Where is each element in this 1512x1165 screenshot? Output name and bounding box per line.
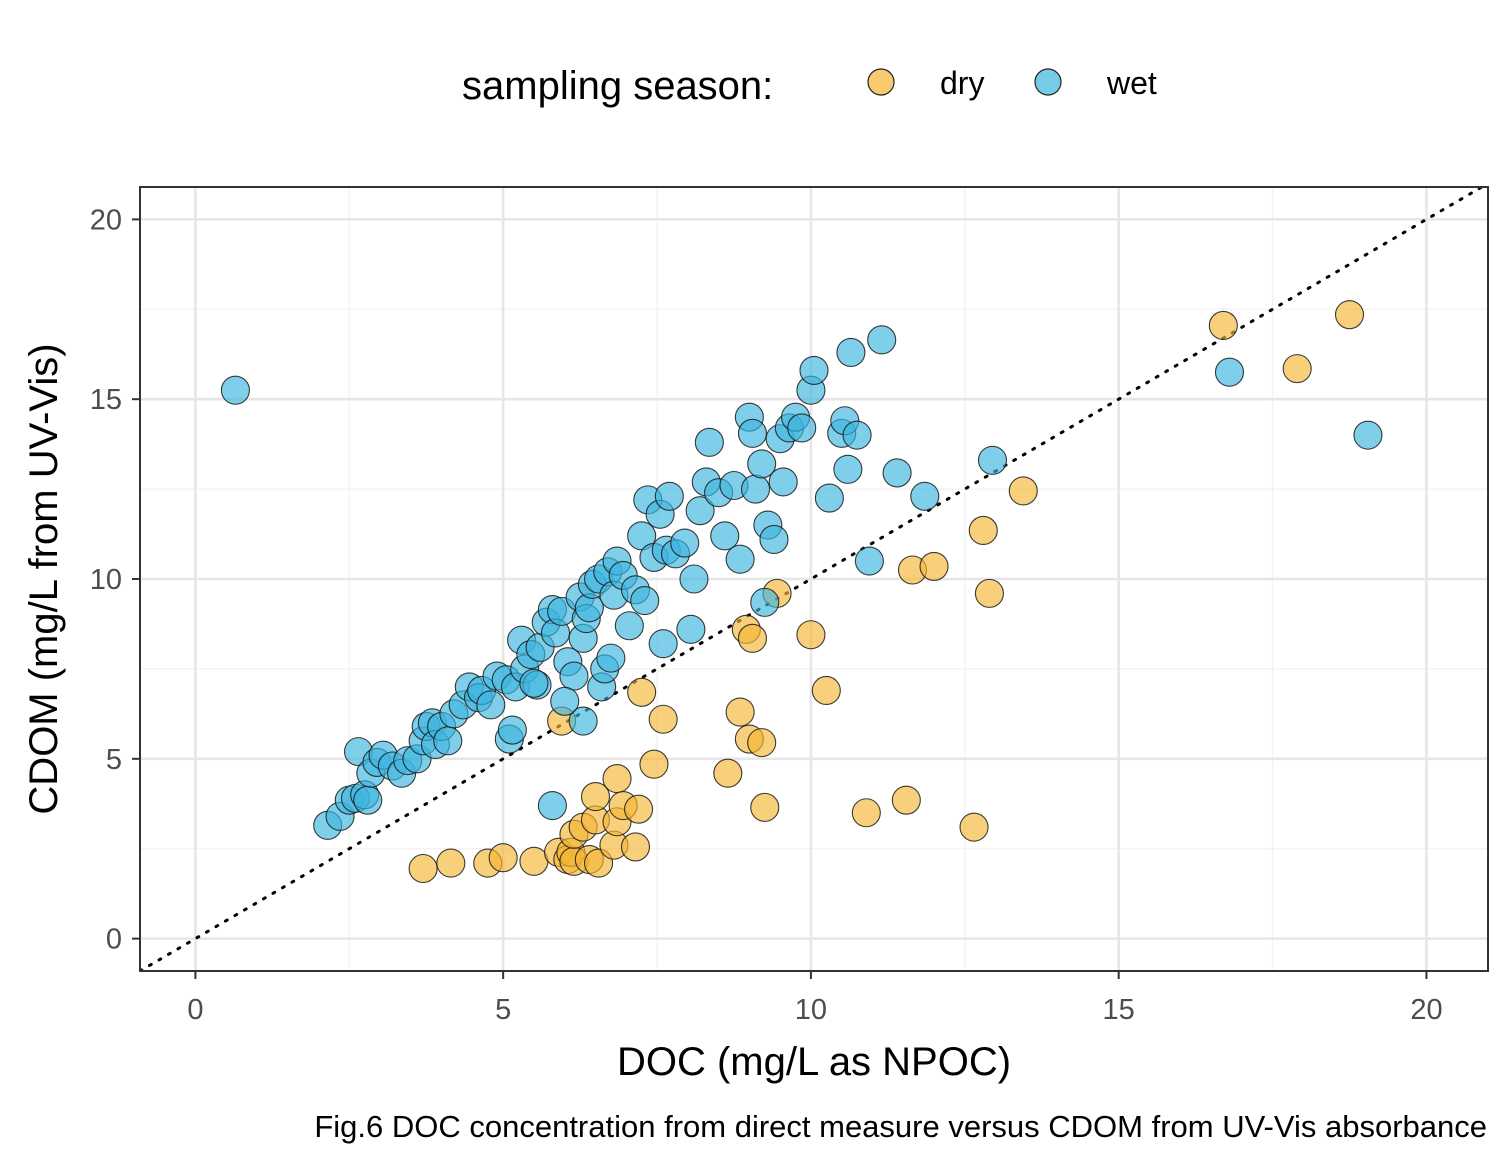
point-dry bbox=[639, 749, 669, 779]
x-tick-label: 10 bbox=[795, 994, 827, 1026]
point-dry bbox=[891, 785, 921, 815]
point-wet bbox=[750, 587, 780, 617]
point-wet bbox=[433, 726, 463, 756]
point-wet bbox=[737, 418, 767, 448]
point-wet bbox=[654, 481, 684, 511]
y-axis-title: CDOM (mg/L from UV-Vis) bbox=[22, 343, 66, 814]
legend: sampling season: dry wet bbox=[462, 64, 1157, 108]
point-dry bbox=[602, 764, 632, 794]
point-wet bbox=[559, 661, 589, 691]
point-wet bbox=[685, 496, 715, 526]
point-wet bbox=[867, 325, 897, 355]
data-points bbox=[220, 300, 1383, 884]
point-dry bbox=[624, 794, 654, 824]
x-tick-label: 20 bbox=[1410, 994, 1442, 1026]
point-dry bbox=[959, 812, 989, 842]
point-wet bbox=[833, 454, 863, 484]
y-tick-label: 10 bbox=[90, 564, 122, 596]
point-wet bbox=[768, 467, 798, 497]
x-axis-ticks: 0 5 10 15 20 bbox=[187, 971, 1443, 1026]
point-wet bbox=[679, 564, 709, 594]
point-wet bbox=[519, 668, 549, 698]
point-wet bbox=[710, 521, 740, 551]
point-wet bbox=[694, 427, 724, 457]
x-tick-label: 0 bbox=[187, 994, 203, 1026]
grid-major bbox=[140, 187, 1488, 971]
point-wet bbox=[740, 474, 771, 504]
legend-label-wet: wet bbox=[1106, 65, 1157, 101]
point-dry bbox=[580, 782, 611, 812]
point-wet bbox=[977, 445, 1008, 475]
point-dry bbox=[737, 623, 767, 653]
point-wet bbox=[814, 483, 844, 513]
figure-caption: Fig.6 DOC concentration from direct meas… bbox=[314, 1109, 1487, 1144]
legend-key-wet bbox=[1034, 68, 1062, 96]
point-dry bbox=[974, 578, 1004, 608]
point-dry bbox=[796, 620, 826, 650]
point-dry bbox=[747, 728, 777, 758]
point-wet bbox=[1353, 420, 1383, 450]
point-wet bbox=[648, 629, 678, 659]
point-dry bbox=[750, 792, 780, 822]
point-wet bbox=[799, 355, 829, 385]
legend-key-dry bbox=[867, 68, 895, 96]
point-wet bbox=[220, 375, 250, 405]
point-wet bbox=[836, 337, 866, 367]
point-wet bbox=[842, 420, 872, 450]
point-dry bbox=[1282, 354, 1312, 384]
y-axis-ticks: 0 5 10 15 20 bbox=[90, 204, 140, 956]
point-wet bbox=[353, 785, 383, 815]
point-wet bbox=[614, 611, 644, 641]
legend-label-dry: dry bbox=[940, 65, 984, 101]
y-tick-label: 20 bbox=[90, 204, 122, 236]
point-dry bbox=[648, 704, 678, 734]
point-wet bbox=[497, 715, 527, 745]
point-dry bbox=[968, 515, 998, 545]
point-wet bbox=[747, 449, 777, 479]
point-dry bbox=[488, 843, 518, 873]
point-wet bbox=[676, 614, 706, 644]
point-wet bbox=[476, 690, 506, 720]
point-wet bbox=[759, 524, 789, 554]
point-dry bbox=[1008, 476, 1038, 506]
y-tick-label: 5 bbox=[106, 744, 122, 776]
point-dry bbox=[725, 697, 755, 727]
point-dry bbox=[919, 551, 949, 581]
point-dry bbox=[811, 675, 841, 706]
point-wet bbox=[630, 586, 660, 616]
point-wet bbox=[787, 413, 817, 443]
point-wet bbox=[854, 546, 884, 576]
point-wet bbox=[910, 481, 940, 511]
point-dry bbox=[627, 677, 657, 707]
point-dry bbox=[620, 832, 651, 862]
x-axis-title: DOC (mg/L as NPOC) bbox=[617, 1040, 1011, 1084]
y-tick-label: 15 bbox=[90, 384, 122, 416]
x-tick-label: 15 bbox=[1103, 994, 1135, 1026]
y-tick-label: 0 bbox=[106, 924, 122, 956]
one-to-one-line bbox=[140, 187, 1485, 971]
point-dry bbox=[851, 798, 881, 828]
point-wet bbox=[537, 791, 567, 821]
point-wet bbox=[596, 643, 626, 673]
point-dry bbox=[713, 758, 743, 788]
point-dry bbox=[519, 846, 549, 876]
point-wet bbox=[882, 458, 912, 488]
point-wet bbox=[725, 544, 755, 574]
x-tick-label: 5 bbox=[495, 994, 511, 1026]
point-dry bbox=[1334, 300, 1365, 330]
point-wet bbox=[568, 706, 598, 736]
point-dry bbox=[408, 853, 438, 884]
point-wet bbox=[550, 686, 580, 716]
point-dry bbox=[436, 848, 466, 878]
point-wet bbox=[670, 528, 700, 558]
point-wet bbox=[1214, 357, 1245, 387]
point-dry bbox=[1208, 310, 1238, 341]
reference-line bbox=[140, 187, 1485, 971]
legend-title: sampling season: bbox=[462, 64, 773, 108]
